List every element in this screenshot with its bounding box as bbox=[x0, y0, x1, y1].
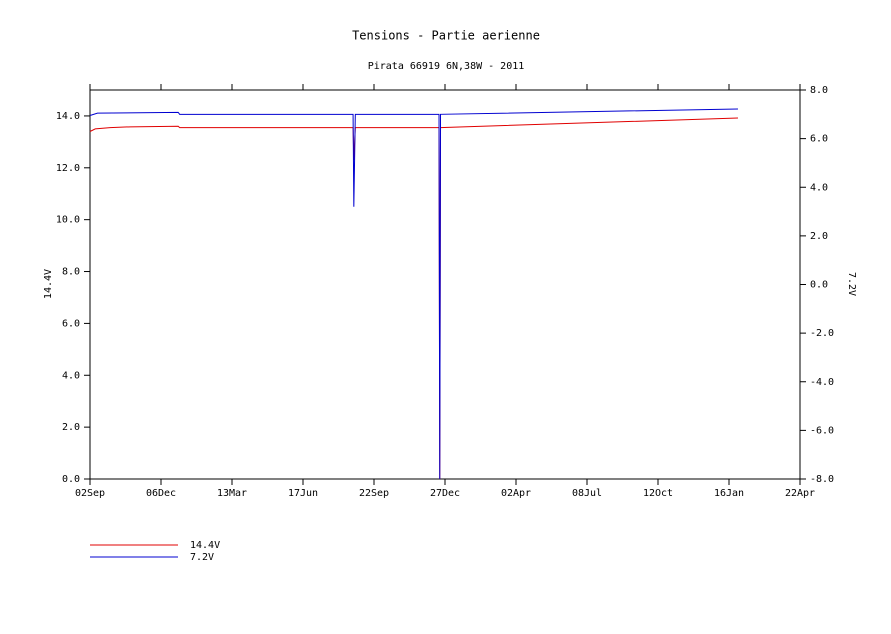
x-tick-label: 02Sep bbox=[75, 488, 105, 499]
legend-label: 7.2V bbox=[190, 552, 214, 563]
x-tick-label: 22Sep bbox=[359, 488, 389, 499]
y-tick-label: 4.0 bbox=[62, 370, 80, 381]
y2-tick-label: 6.0 bbox=[810, 134, 828, 145]
x-tick-label: 06Dec bbox=[146, 488, 176, 499]
series-line bbox=[89, 108, 738, 480]
x-tick-label: 08Jul bbox=[572, 488, 602, 499]
y-tick-label: 10.0 bbox=[56, 215, 80, 226]
y2-tick-label: 8.0 bbox=[810, 85, 828, 96]
x-tick-label: 13Mar bbox=[217, 488, 247, 499]
y2-axis-label: 7.2V bbox=[846, 272, 857, 296]
chart-title: Tensions - Partie aerienne bbox=[352, 29, 540, 43]
x-tick-label: 22Apr bbox=[785, 488, 815, 499]
y2-tick-label: -8.0 bbox=[810, 474, 834, 485]
y2-tick-label: 4.0 bbox=[810, 182, 828, 193]
y2-tick-label: -4.0 bbox=[810, 377, 834, 388]
y-tick-label: 6.0 bbox=[62, 318, 80, 329]
x-tick-label: 27Dec bbox=[430, 488, 460, 499]
y-tick-label: 12.0 bbox=[56, 163, 80, 174]
y-axis-label: 14.4V bbox=[43, 269, 54, 299]
x-tick-label: 16Jan bbox=[714, 488, 744, 499]
x-tick-label: 17Jun bbox=[288, 488, 318, 499]
y2-tick-label: 2.0 bbox=[810, 231, 828, 242]
series-line bbox=[89, 117, 738, 480]
y2-tick-label: 0.0 bbox=[810, 280, 828, 291]
y2-tick-label: -2.0 bbox=[810, 328, 834, 339]
y-tick-label: 14.0 bbox=[56, 111, 80, 122]
plot-frame bbox=[89, 89, 801, 480]
y-tick-label: 0.0 bbox=[62, 474, 80, 485]
x-tick-label: 12Oct bbox=[643, 488, 673, 499]
x-tick-label: 02Apr bbox=[501, 488, 531, 499]
chart-subtitle: Pirata 66919 6N,38W - 2011 bbox=[368, 61, 525, 72]
y-tick-label: 8.0 bbox=[62, 267, 80, 278]
y-tick-label: 2.0 bbox=[62, 422, 80, 433]
legend-label: 14.4V bbox=[190, 540, 220, 551]
y2-tick-label: -6.0 bbox=[810, 425, 834, 436]
